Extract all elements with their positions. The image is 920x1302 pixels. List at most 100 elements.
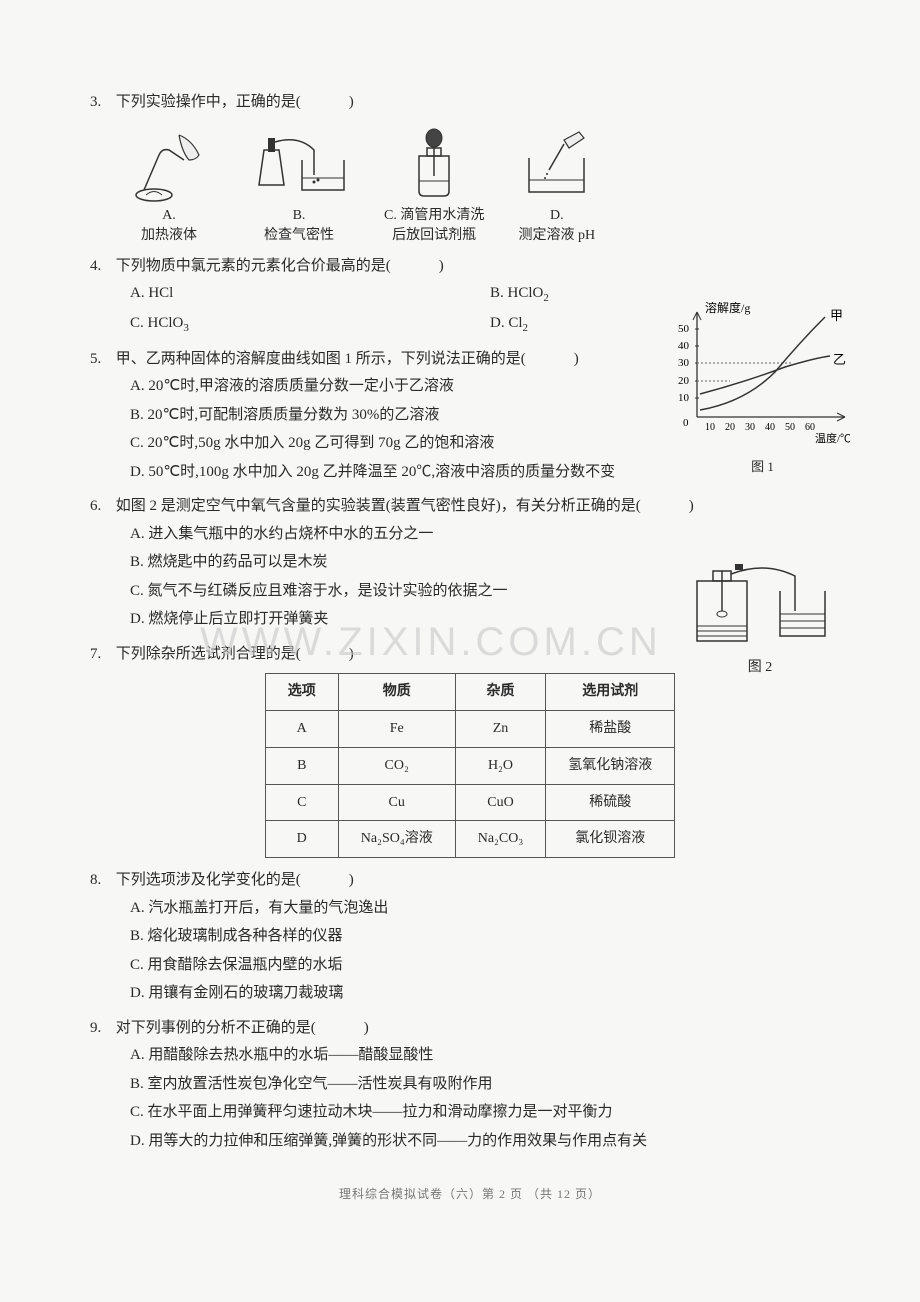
svg-text:20: 20 <box>725 422 735 433</box>
question-9: 9. 对下列事例的分析不正确的是( ) A. 用醋酸除去热水瓶中的水垢——醋酸显… <box>90 1016 850 1156</box>
svg-text:20: 20 <box>678 375 690 387</box>
q9-paren: ) <box>316 1020 370 1036</box>
q7-paren: ) <box>301 646 355 662</box>
q8-a: A. 汽水瓶盖打开后，有大量的气泡逸出 <box>130 894 850 923</box>
question-3: 3. 下列实验操作中，正确的是( ) <box>90 90 850 116</box>
ph-test-icon <box>514 128 599 208</box>
cell: H₂O <box>455 747 546 784</box>
q3-b-letter: B. <box>293 208 306 223</box>
q3-option-c: C. 滴管用水清洗 后放回试剂瓶 <box>384 124 484 244</box>
exam-page: WWW.ZIXIN.COM.CN 3. 下列实验操作中，正确的是( ) A. 加… <box>0 0 920 1302</box>
svg-text:乙: 乙 <box>833 352 846 367</box>
cell: Cu <box>338 784 455 821</box>
svg-text:50: 50 <box>785 422 795 433</box>
q3-option-a: A. 加热液体 <box>124 128 214 244</box>
q5-num: 5. <box>90 347 112 373</box>
q3-option-d: D. 测定溶液 pH <box>514 128 599 244</box>
q3-c-caption2: 后放回试剂瓶 <box>384 224 484 244</box>
table-row: D Na₂SO₄溶液 Na₂CO₃ 氯化钡溶液 <box>265 821 675 858</box>
svg-text:40: 40 <box>678 340 690 352</box>
q8-c: C. 用食醋除去保温瓶内壁的水垢 <box>130 951 850 980</box>
figure-2: 图 2 <box>685 556 835 676</box>
cell: CuO <box>455 784 546 821</box>
q3-c-letter: C. <box>384 208 397 223</box>
q9-stem: 对下列事例的分析不正确的是( <box>116 1020 316 1036</box>
q6-a: A. 进入集气瓶中的水约占烧杯中水的五分之一 <box>130 520 850 549</box>
q3-c-caption1: 滴管用水清洗 <box>400 208 484 223</box>
q4-d-text: D. Cl <box>490 315 523 331</box>
q3-paren: ) <box>301 94 355 110</box>
q3-a-caption: 加热液体 <box>124 224 214 244</box>
cell: Na₂CO₃ <box>455 821 546 858</box>
cell: B <box>265 747 338 784</box>
q4-d-sub: 2 <box>523 322 529 334</box>
cell: Zn <box>455 711 546 748</box>
cell: C <box>265 784 338 821</box>
q3-options-row: A. 加热液体 B. 检查气密性 <box>124 124 850 244</box>
table-header-row: 选项 物质 杂质 选用试剂 <box>265 674 675 711</box>
svg-text:甲: 甲 <box>830 308 843 323</box>
q6-stem: 如图 2 是测定空气中氧气含量的实验装置(装置气密性良好)，有关分析正确的是( <box>116 498 641 514</box>
table-row: C Cu CuO 稀硫酸 <box>265 784 675 821</box>
th-imp: 杂质 <box>455 674 546 711</box>
cell: Fe <box>338 711 455 748</box>
svg-text:50: 50 <box>678 323 690 335</box>
q3-d-letter: D. <box>550 208 564 223</box>
cell: Na₂SO₄溶液 <box>338 821 455 858</box>
chart-ylabel: 溶解度/g <box>705 302 750 315</box>
page-footer: 理科综合模拟试卷（六）第 2 页 （共 12 页） <box>90 1185 850 1202</box>
cell: 氯化钡溶液 <box>546 821 675 858</box>
q9-a: A. 用醋酸除去热水瓶中的水垢——醋酸显酸性 <box>130 1041 850 1070</box>
q9-b: B. 室内放置活性炭包净化空气——活性炭具有吸附作用 <box>130 1070 850 1099</box>
q7-stem: 下列除杂所选试剂合理的是( <box>116 646 301 662</box>
q4-opt-a: A. HCl <box>130 279 490 309</box>
svg-text:30: 30 <box>678 357 690 369</box>
th-reagent: 选用试剂 <box>546 674 675 711</box>
cell: A <box>265 711 338 748</box>
heating-liquid-icon <box>124 128 214 208</box>
q4-c-sub: 3 <box>183 322 189 334</box>
q8-paren: ) <box>301 872 355 888</box>
q5-paren: ) <box>526 351 580 367</box>
chart-xlabel: 温度/℃ <box>815 431 850 445</box>
table-row: B CO₂ H₂O 氢氧化钠溶液 <box>265 747 675 784</box>
q6-paren: ) <box>641 498 695 514</box>
cell: 稀盐酸 <box>546 711 675 748</box>
question-8: 8. 下列选项涉及化学变化的是( ) A. 汽水瓶盖打开后，有大量的气泡逸出 B… <box>90 868 850 1008</box>
q6-num: 6. <box>90 494 112 520</box>
q3-d-caption: 测定溶液 pH <box>514 224 599 244</box>
q7-table: 选项 物质 杂质 选用试剂 A Fe Zn 稀盐酸 B CO₂ H₂O 氢氧化钠… <box>265 673 676 858</box>
cell: D <box>265 821 338 858</box>
q4-c-text: C. HClO <box>130 315 183 331</box>
q5-stem: 甲、乙两种固体的溶解度曲线如图 1 所示，下列说法正确的是( <box>116 351 526 367</box>
q3-b-caption: 检查气密性 <box>244 224 354 244</box>
q4-paren: ) <box>391 258 445 274</box>
dropper-bottle-icon <box>384 124 484 204</box>
svg-text:40: 40 <box>765 422 775 433</box>
q8-num: 8. <box>90 868 112 894</box>
svg-text:0: 0 <box>683 417 689 429</box>
q4-b-sub: 2 <box>543 292 549 304</box>
q3-num: 3. <box>90 90 112 116</box>
figure-1-chart: 50 40 30 20 10 0 10 20 30 40 50 60 甲 乙 溶… <box>675 302 850 475</box>
q3-option-b: B. 检查气密性 <box>244 128 354 244</box>
fig2-caption: 图 2 <box>685 656 835 676</box>
q4-stem: 下列物质中氯元素的元素化合价最高的是( <box>116 258 391 274</box>
q4-num: 4. <box>90 254 112 280</box>
q3-stem: 下列实验操作中，正确的是( <box>116 94 301 110</box>
cell: 稀硫酸 <box>546 784 675 821</box>
q9-c: C. 在水平面上用弹簧秤匀速拉动木块——拉力和滑动摩擦力是一对平衡力 <box>130 1098 850 1127</box>
svg-text:10: 10 <box>705 422 715 433</box>
table-row: A Fe Zn 稀盐酸 <box>265 711 675 748</box>
q7-num: 7. <box>90 642 112 668</box>
svg-text:30: 30 <box>745 422 755 433</box>
fig1-caption: 图 1 <box>675 456 850 475</box>
q4-b-text: B. HClO <box>490 285 543 301</box>
th-opt: 选项 <box>265 674 338 711</box>
cell: 氢氧化钠溶液 <box>546 747 675 784</box>
q8-d: D. 用镶有金刚石的玻璃刀裁玻璃 <box>130 979 850 1008</box>
q9-num: 9. <box>90 1016 112 1042</box>
cell: CO₂ <box>338 747 455 784</box>
airtightness-icon <box>244 128 354 208</box>
q3-a-letter: A. <box>162 208 176 223</box>
